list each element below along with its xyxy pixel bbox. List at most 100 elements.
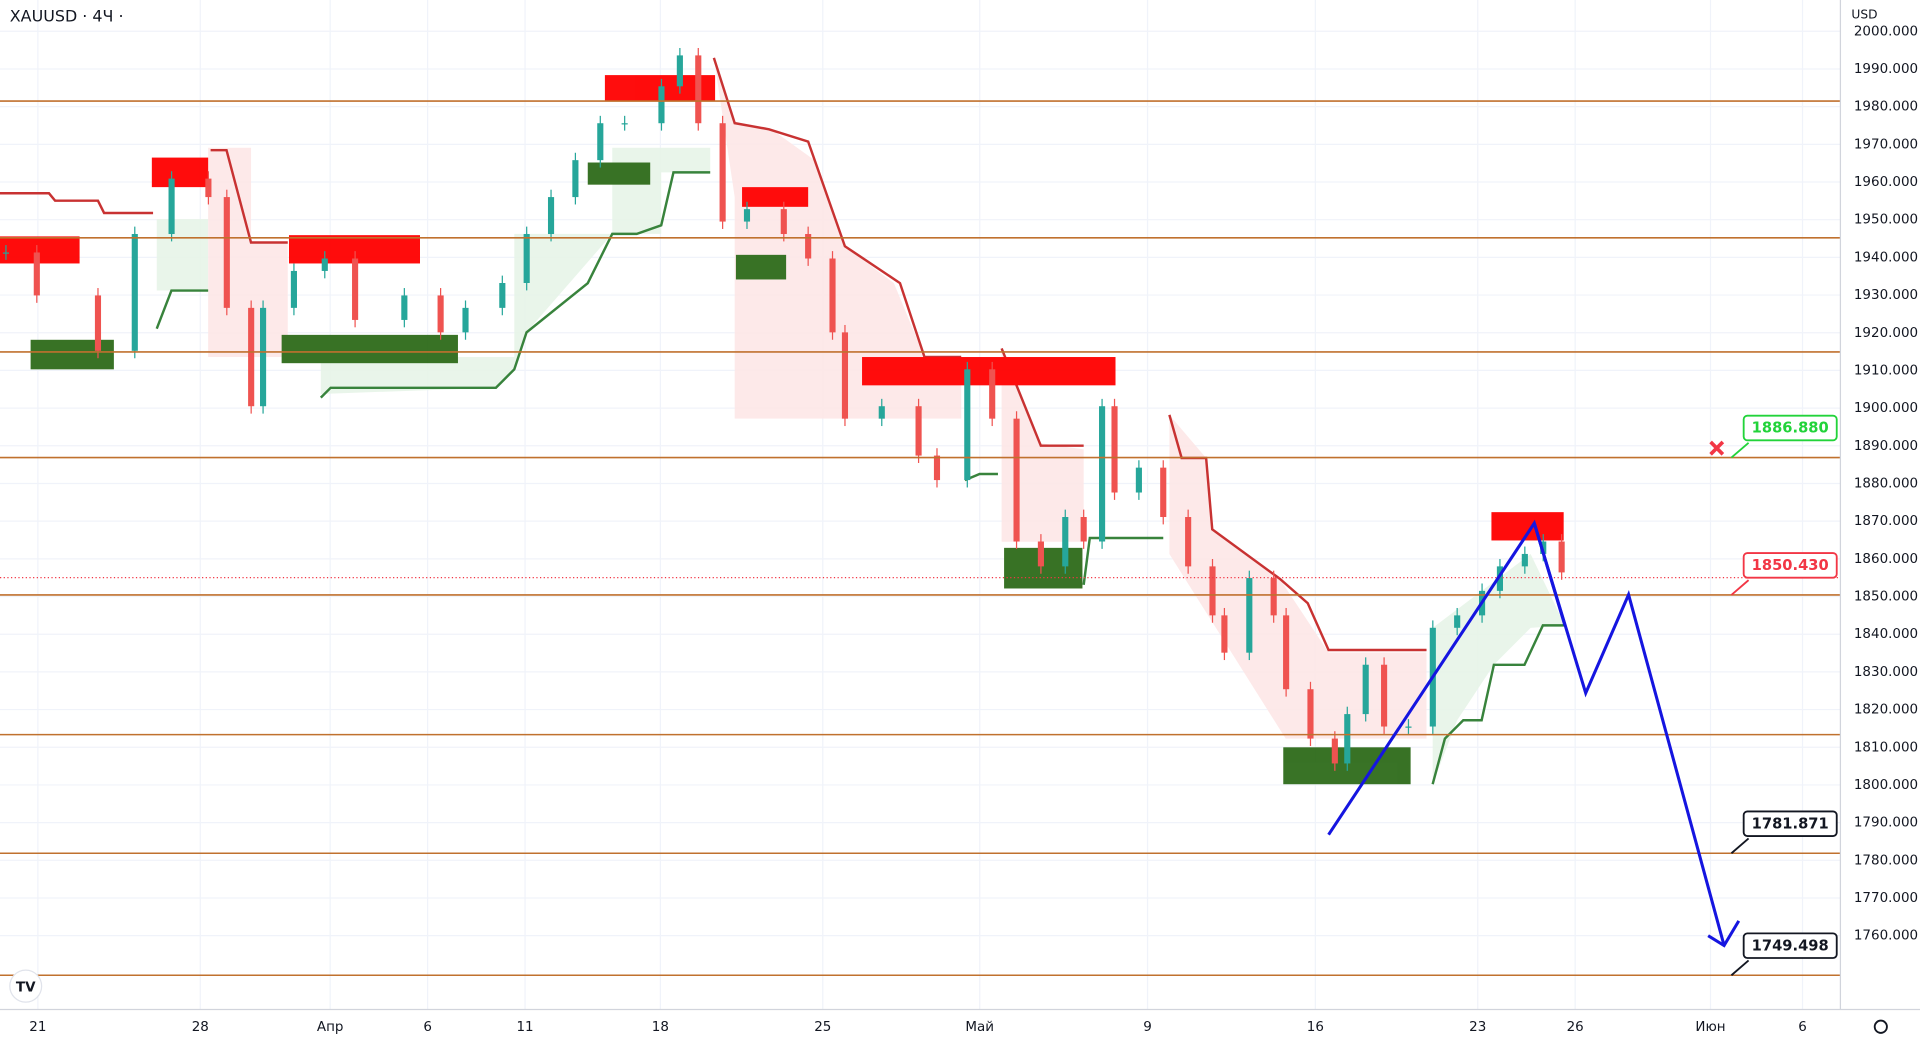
y-tick-label: 1980.000 — [1854, 99, 1918, 115]
x-tick-label: 6 — [1798, 1019, 1807, 1035]
x-tick-label: 28 — [192, 1019, 209, 1035]
candle — [805, 234, 812, 259]
y-tick-label: 1940.000 — [1854, 249, 1918, 265]
candle — [1344, 714, 1351, 764]
candle — [462, 307, 469, 333]
candle — [1283, 615, 1290, 690]
x-tick-label: Апр — [317, 1019, 344, 1035]
y-tick-label: 1990.000 — [1854, 61, 1918, 77]
y-tick-label: 1850.000 — [1854, 589, 1918, 605]
y-tick-label: 1760.000 — [1854, 928, 1918, 944]
candle — [33, 252, 40, 296]
candle — [547, 197, 555, 235]
callout-box — [1742, 552, 1838, 579]
y-tick-label: 1870.000 — [1854, 513, 1918, 529]
candle — [695, 55, 702, 124]
candle — [1454, 615, 1461, 628]
candle — [1331, 738, 1338, 764]
candle — [401, 295, 408, 320]
y-tick-label: 1820.000 — [1854, 702, 1918, 718]
x-tick-label: 18 — [652, 1019, 669, 1035]
y-tick-label: 1920.000 — [1854, 325, 1918, 341]
price-axis — [1840, 0, 1920, 1044]
axes: 1760.000 1770.000 1780.000 1790.000 1800.000… — [29, 23, 1918, 1035]
x-tick-label: 26 — [1567, 1019, 1584, 1035]
y-tick-label: 1930.000 — [1854, 287, 1918, 303]
candle — [1013, 418, 1020, 542]
projection — [1327, 440, 1741, 948]
tv-logo[interactable]: TV — [9, 969, 43, 1003]
x-tick-label: Июн — [1695, 1019, 1725, 1035]
candle — [572, 160, 579, 198]
candle — [841, 332, 849, 419]
candle — [168, 178, 175, 235]
candle — [260, 307, 267, 407]
y-tick-label: 1770.000 — [1854, 890, 1918, 906]
candle — [1111, 406, 1118, 493]
x-tick-label: 21 — [29, 1019, 46, 1035]
candle — [523, 234, 530, 283]
candle — [2, 252, 10, 254]
candle — [964, 369, 971, 481]
y-tick-label: 1810.000 — [1854, 739, 1918, 755]
candle — [1099, 406, 1106, 542]
y-tick-label: 2000.000 — [1854, 23, 1918, 39]
candle — [1160, 467, 1167, 518]
candle — [1080, 517, 1087, 542]
candle — [352, 258, 359, 320]
candle — [131, 234, 138, 351]
y-tick-label: 1890.000 — [1854, 438, 1918, 454]
candle — [658, 86, 665, 124]
candle — [1209, 566, 1216, 616]
y-tick-label: 1780.000 — [1854, 852, 1918, 868]
candle — [1405, 726, 1412, 728]
candle — [290, 270, 297, 308]
candle — [1521, 553, 1528, 567]
settings-button[interactable] — [1873, 1019, 1888, 1034]
candle — [1362, 664, 1369, 715]
candle — [933, 455, 941, 481]
x-tick-label: 6 — [423, 1019, 432, 1035]
y-tick-label: 1950.000 — [1854, 212, 1918, 228]
candle — [989, 369, 996, 419]
candle — [1270, 578, 1277, 616]
candle — [205, 178, 212, 198]
callout-box — [1742, 414, 1838, 442]
time-axis — [0, 1009, 1920, 1044]
candle — [621, 123, 628, 125]
y-tick-label: 1960.000 — [1854, 174, 1918, 190]
candle — [1496, 566, 1503, 591]
candle — [437, 295, 444, 333]
y-tick-label: 1790.000 — [1854, 815, 1918, 831]
candles — [2, 48, 1565, 771]
svg-text:TV: TV — [16, 979, 36, 995]
y-tick-label: 1860.000 — [1854, 551, 1918, 567]
callout-pointer — [1730, 442, 1750, 459]
callout-box — [1742, 932, 1838, 959]
x-tick-label: 23 — [1469, 1019, 1486, 1035]
callout-pointer — [1730, 959, 1750, 976]
x-tick-label: 25 — [814, 1019, 831, 1035]
candle — [1221, 615, 1228, 653]
candle — [1246, 578, 1253, 653]
candle — [878, 406, 885, 419]
chart-title: XAUUSD · 4Ч · — [10, 7, 124, 26]
candle — [248, 307, 255, 407]
candle — [743, 209, 751, 222]
candle — [780, 209, 787, 235]
candle — [499, 282, 506, 308]
y-tick-label: 1910.000 — [1854, 362, 1918, 378]
callout-pointer — [1730, 579, 1750, 596]
candle — [1135, 467, 1142, 493]
callout-label: 1886.880 — [1752, 420, 1829, 437]
y-tick-label: 1880.000 — [1854, 475, 1918, 491]
candle — [321, 258, 328, 271]
currency: USD — [1851, 7, 1877, 21]
candle — [1307, 689, 1314, 739]
callout-label: 1850.430 — [1752, 557, 1829, 574]
callout-label: 1781.871 — [1752, 815, 1829, 832]
x-tick-label: Май — [965, 1019, 994, 1035]
y-tick-label: 1830.000 — [1854, 664, 1918, 680]
